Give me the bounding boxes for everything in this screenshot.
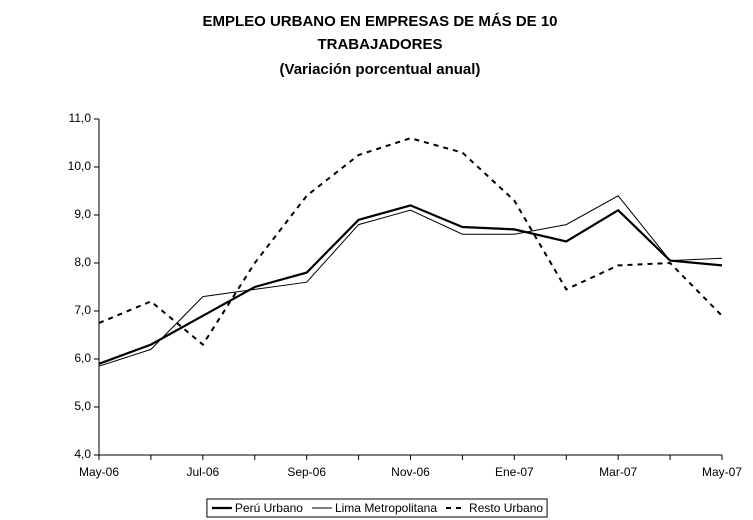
chart-title: EMPLEO URBANO EN EMPRESAS DE MÁS DE 10 (202, 13, 557, 30)
line-series (98, 195, 723, 367)
legend-label: Perú Urbano (235, 501, 303, 515)
legend-label: Resto Urbano (469, 501, 543, 515)
chart-title: TRABAJADORES (317, 36, 442, 53)
y-tick-label: 9,0 (74, 207, 91, 221)
x-tick-label: Nov-06 (391, 465, 430, 479)
x-tick-label: Jul-06 (186, 465, 219, 479)
line-series (98, 137, 723, 347)
x-tick-label: May-06 (79, 465, 119, 479)
y-tick-label: 7,0 (74, 303, 91, 317)
y-tick-label: 10,0 (68, 159, 92, 173)
line-series (98, 204, 723, 365)
x-tick-label: Sep-06 (287, 465, 326, 479)
x-tick-label: May-07 (702, 465, 742, 479)
legend-box (206, 498, 548, 518)
y-tick-label: 4,0 (74, 447, 91, 461)
y-tick-label: 5,0 (74, 399, 91, 413)
y-tick-label: 6,0 (74, 351, 91, 365)
chart-subtitle: (Variación porcentual anual) (280, 61, 481, 78)
x-tick-label: Ene-07 (495, 465, 534, 479)
x-tick-label: Mar-07 (599, 465, 637, 479)
y-tick-label: 8,0 (74, 255, 91, 269)
legend-label: Lima Metropolitana (335, 501, 437, 515)
y-tick-label: 11,0 (69, 111, 92, 125)
